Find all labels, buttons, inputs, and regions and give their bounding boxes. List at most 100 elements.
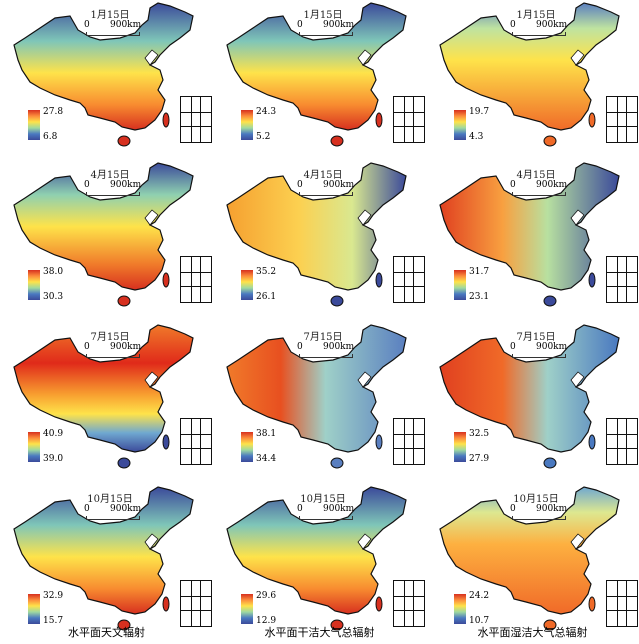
- south-china-sea-inset: [606, 256, 638, 303]
- scale-bar: [86, 354, 140, 358]
- scale-distance: 900km: [323, 20, 355, 30]
- scale-bar: [86, 192, 140, 196]
- panel-date: 4月15日: [516, 170, 556, 181]
- south-china-sea-inset: [180, 256, 212, 303]
- south-china-sea-inset: [606, 96, 638, 143]
- scale-bar: [299, 192, 353, 196]
- map-panel: 7月15日 0 900km 38.1 34.4: [213, 322, 426, 482]
- legend-colorbar: [28, 594, 40, 624]
- legend-colorbar: [241, 270, 253, 300]
- legend-min: 34.4: [256, 454, 277, 464]
- panel-date: 10月15日: [300, 494, 346, 505]
- panel-date: 1月15日: [516, 10, 556, 21]
- legend-colorbar: [28, 432, 40, 462]
- scale-distance: 900km: [536, 180, 568, 190]
- china-map: [226, 486, 407, 631]
- scale-zero: 0: [297, 504, 303, 514]
- scale-distance: 900km: [323, 342, 355, 352]
- map-panel: 1月15日 0 900km 19.7 4.3: [426, 0, 639, 160]
- scale-distance: 900km: [323, 180, 355, 190]
- panel-date: 1月15日: [90, 10, 130, 21]
- legend-max: 19.7: [469, 107, 490, 117]
- legend-min: 6.8: [43, 132, 58, 142]
- scale-distance: 900km: [110, 342, 142, 352]
- map-panel: 1月15日 0 900km 27.8 6.8: [0, 0, 213, 160]
- legend-colorbar: [28, 270, 40, 300]
- scale-zero: 0: [297, 180, 303, 190]
- scale-zero: 0: [510, 342, 516, 352]
- legend-min: 15.7: [43, 616, 64, 626]
- scale-distance: 900km: [110, 180, 142, 190]
- scale-bar: [299, 354, 353, 358]
- panel-date: 10月15日: [513, 494, 559, 505]
- scale-bar: [512, 516, 566, 520]
- panel-date: 1月15日: [303, 10, 343, 21]
- legend-min: 5.2: [256, 132, 271, 142]
- scale-zero: 0: [297, 342, 303, 352]
- legend-max: 31.7: [469, 267, 490, 277]
- south-china-sea-inset: [393, 580, 425, 627]
- china-map: [439, 2, 620, 147]
- china-map: [439, 162, 620, 307]
- map-panel: 4月15日 0 900km 35.2 26.1: [213, 160, 426, 320]
- legend-max: 35.2: [256, 267, 277, 277]
- legend-max: 38.1: [256, 429, 277, 439]
- china-map: [439, 486, 620, 631]
- scale-distance: 900km: [536, 342, 568, 352]
- scale-bar: [512, 32, 566, 36]
- map-panel: 7月15日 0 900km 32.5 27.9: [426, 322, 639, 482]
- scale-distance: 900km: [110, 20, 142, 30]
- scale-distance: 900km: [323, 504, 355, 514]
- scale-bar: [86, 516, 140, 520]
- china-map: [226, 2, 407, 147]
- panel-date: 4月15日: [303, 170, 343, 181]
- south-china-sea-inset: [393, 96, 425, 143]
- scale-zero: 0: [297, 20, 303, 30]
- china-map: [13, 324, 194, 469]
- legend-colorbar: [454, 432, 466, 462]
- china-map: [13, 2, 194, 147]
- scale-zero: 0: [84, 342, 90, 352]
- map-panel: 10月15日 0 900km 32.9 15.7: [0, 484, 213, 644]
- legend-min: 30.3: [43, 292, 64, 302]
- scale-zero: 0: [510, 504, 516, 514]
- map-panel: 10月15日 0 900km 24.2 10.7: [426, 484, 639, 644]
- legend-min: 10.7: [469, 616, 490, 626]
- south-china-sea-inset: [606, 580, 638, 627]
- panel-date: 10月15日: [87, 494, 133, 505]
- scale-bar: [299, 516, 353, 520]
- scale-zero: 0: [510, 20, 516, 30]
- legend-colorbar: [454, 594, 466, 624]
- south-china-sea-inset: [606, 418, 638, 465]
- panel-date: 7月15日: [90, 332, 130, 343]
- china-map: [13, 162, 194, 307]
- legend-max: 32.5: [469, 429, 490, 439]
- legend-min: 23.1: [469, 292, 490, 302]
- scale-bar: [86, 32, 140, 36]
- china-map: [439, 324, 620, 469]
- scale-distance: 900km: [536, 20, 568, 30]
- map-panel: 1月15日 0 900km 24.3 5.2: [213, 0, 426, 160]
- scale-bar: [299, 32, 353, 36]
- scale-distance: 900km: [536, 504, 568, 514]
- map-panel: 4月15日 0 900km 38.0 30.3: [0, 160, 213, 320]
- south-china-sea-inset: [180, 96, 212, 143]
- legend-min: 4.3: [469, 132, 484, 142]
- legend-max: 24.2: [469, 591, 490, 601]
- legend-min: 39.0: [43, 454, 64, 464]
- legend-colorbar: [241, 432, 253, 462]
- legend-max: 27.8: [43, 107, 64, 117]
- scale-zero: 0: [84, 20, 90, 30]
- legend-max: 24.3: [256, 107, 277, 117]
- scale-bar: [512, 354, 566, 358]
- legend-max: 40.9: [43, 429, 64, 439]
- scale-zero: 0: [84, 504, 90, 514]
- caption-dry-clean: 水平面干洁大气总辐射: [264, 626, 375, 639]
- south-china-sea-inset: [180, 418, 212, 465]
- panel-date: 4月15日: [90, 170, 130, 181]
- scale-zero: 0: [84, 180, 90, 190]
- legend-colorbar: [454, 110, 466, 140]
- china-map: [13, 486, 194, 631]
- legend-colorbar: [241, 110, 253, 140]
- map-panel: 4月15日 0 900km 31.7 23.1: [426, 160, 639, 320]
